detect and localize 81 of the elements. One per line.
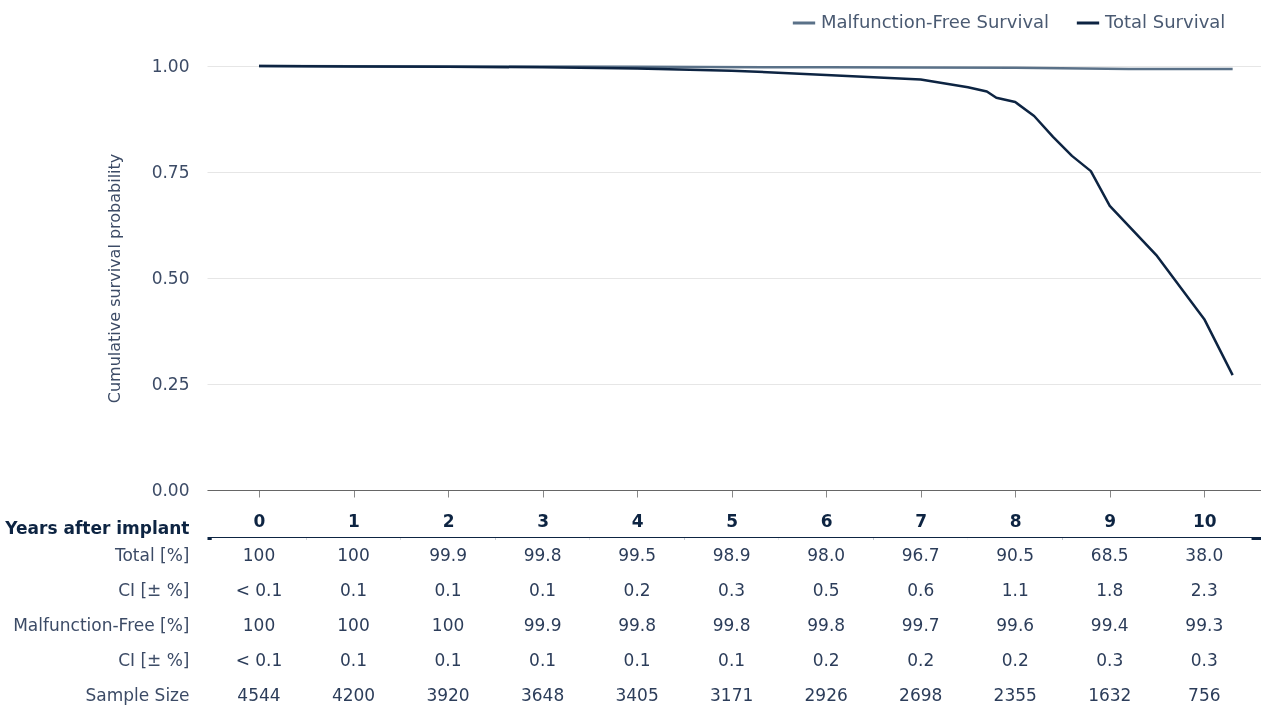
- x-tick-label: 5: [726, 510, 739, 531]
- data-label: 0.3: [718, 579, 746, 600]
- data-label: 0.1: [340, 579, 368, 600]
- data-label: 99.8: [618, 614, 657, 635]
- data-label: 99.9: [523, 614, 562, 635]
- data-label: 98.9: [712, 544, 751, 565]
- y-tick-label: CI [± %]: [118, 649, 190, 670]
- x-axis-title: Years after implant: [4, 517, 190, 538]
- x-tick-label: 1: [348, 510, 360, 531]
- data-label: 2698: [899, 684, 943, 705]
- data-label: 100: [242, 614, 276, 635]
- data-label: 0.1: [340, 649, 368, 670]
- data-label: 756: [1188, 684, 1221, 705]
- data-label: 100: [337, 544, 370, 565]
- data-label: 0.3: [1096, 649, 1124, 670]
- data-label: 0.1: [529, 579, 557, 600]
- data-label: 96.7: [901, 544, 940, 565]
- data-label: 99.8: [807, 614, 846, 635]
- y-tick-label: CI [± %]: [118, 579, 190, 600]
- y-tick-label: 0.25: [151, 373, 190, 394]
- data-label: 99.3: [1185, 614, 1224, 635]
- x-tick-label: 6: [820, 510, 833, 531]
- data-label: 100: [431, 614, 465, 635]
- data-label: 100: [242, 544, 276, 565]
- data-label: 0.3: [1190, 649, 1218, 670]
- data-label: 38.0: [1185, 544, 1224, 565]
- x-tick-label: 10: [1192, 510, 1217, 531]
- data-label: 99.9: [429, 544, 467, 565]
- data-label: 1.1: [1001, 579, 1029, 600]
- data-label: 0.2: [623, 579, 651, 600]
- data-label: 1632: [1088, 684, 1132, 705]
- y-tick-label: Malfunction-Free [%]: [13, 614, 190, 635]
- data-label: 99.5: [618, 544, 657, 565]
- data-label: 68.5: [1090, 544, 1129, 565]
- x-tick-label: 7: [915, 510, 928, 531]
- line-series: [257, 64, 1234, 377]
- x-tick-label: 3: [537, 510, 549, 531]
- data-label: 0.5: [812, 579, 840, 600]
- data-label: 99.8: [523, 544, 562, 565]
- x-tick-label: 0: [253, 510, 266, 531]
- x-tick-label: 8: [1009, 510, 1022, 531]
- data-label: 100: [337, 614, 370, 635]
- y-tick-label: 1.00: [151, 55, 190, 76]
- data-label: 0.1: [718, 649, 746, 670]
- x-tick-label: 2: [442, 510, 455, 531]
- data-label: 90.5: [996, 544, 1035, 565]
- y-tick-label: Sample Size: [85, 684, 190, 705]
- data-label: 0.2: [907, 649, 935, 670]
- text: < 0.1: [235, 579, 283, 600]
- legend-label: Malfunction-Free Survival: [821, 11, 1050, 32]
- x-tick-label: 4: [631, 510, 644, 531]
- text: < 0.1: [235, 649, 283, 670]
- data-label: 1.8: [1096, 579, 1124, 600]
- y-tick-label: 0.75: [151, 161, 190, 182]
- data-label: 99.6: [996, 614, 1035, 635]
- data-label: 3648: [520, 684, 565, 705]
- data-label: 4544: [237, 684, 281, 705]
- data-label: 3405: [615, 684, 659, 705]
- y-axis-title: Cumulative survival probability: [104, 153, 124, 404]
- data-label: 2926: [804, 684, 848, 705]
- data-label: 0.1: [623, 649, 651, 670]
- data-label: 3171: [710, 684, 754, 705]
- data-label: 0.1: [434, 649, 462, 670]
- data-label: 3920: [426, 684, 470, 705]
- data-label: 0.1: [529, 649, 557, 670]
- data-label: 99.4: [1090, 614, 1129, 635]
- data-label: 4200: [331, 684, 376, 705]
- data-label: 0.2: [812, 649, 840, 670]
- data-label: 2.3: [1190, 579, 1218, 600]
- data-label: 0.1: [434, 579, 462, 600]
- data-label: 0.2: [1001, 649, 1029, 670]
- x-tick-label: 9: [1104, 510, 1117, 531]
- legend-label: Total Survival: [1104, 11, 1226, 32]
- data-label: 0.6: [907, 579, 935, 600]
- data-label: 98.0: [807, 544, 846, 565]
- y-tick-label: 0.00: [151, 479, 190, 500]
- y-tick-label: 0.50: [151, 267, 190, 288]
- data-label: 2355: [993, 684, 1037, 705]
- data-label: 99.7: [901, 614, 940, 635]
- y-tick-label: Total [%]: [113, 544, 190, 565]
- data-label: 99.8: [712, 614, 751, 635]
